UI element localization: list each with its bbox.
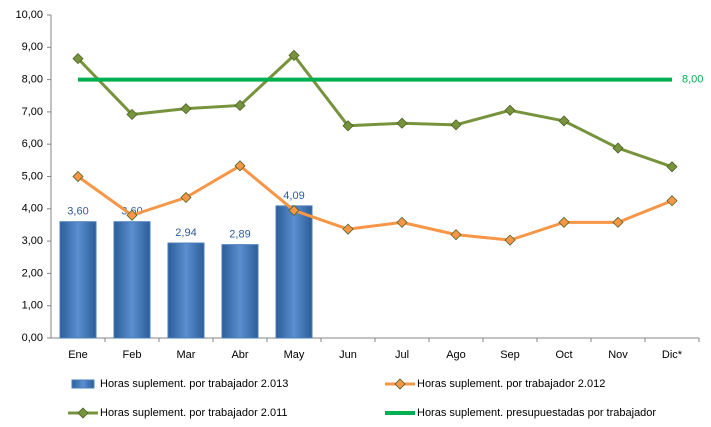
marker bbox=[612, 216, 624, 228]
marker bbox=[72, 170, 84, 183]
x-tick-label: May bbox=[284, 349, 305, 361]
marker bbox=[234, 160, 246, 172]
legend-label: Horas suplement. por trabajador 2.013 bbox=[100, 378, 288, 390]
marker bbox=[504, 104, 516, 116]
x-tick-label: Jul bbox=[395, 349, 409, 361]
legend-swatch bbox=[71, 379, 95, 389]
y-tick-label: 3,00 bbox=[22, 235, 43, 247]
marker bbox=[558, 115, 570, 127]
x-tick-label: Ene bbox=[68, 349, 88, 361]
marker bbox=[396, 117, 408, 129]
marker bbox=[450, 229, 462, 241]
x-tick-label: Oct bbox=[555, 349, 572, 361]
y-tick-label: 4,00 bbox=[22, 203, 43, 215]
y-tick-label: 1,00 bbox=[22, 300, 43, 312]
bar bbox=[113, 221, 151, 339]
marker bbox=[666, 161, 678, 173]
y-tick-label: 5,00 bbox=[22, 170, 43, 182]
bar bbox=[167, 242, 205, 339]
marker bbox=[612, 142, 624, 154]
x-tick-label: Abr bbox=[231, 349, 248, 361]
x-tick-label: Ago bbox=[446, 349, 466, 361]
bar bbox=[275, 205, 313, 339]
data-label: 2,89 bbox=[229, 229, 250, 241]
marker bbox=[288, 49, 300, 61]
bar bbox=[221, 244, 259, 339]
line bbox=[76, 53, 673, 169]
x-tick-label: Mar bbox=[177, 349, 196, 361]
x-tick-label: Nov bbox=[608, 349, 628, 361]
marker bbox=[126, 209, 138, 221]
marker bbox=[288, 204, 300, 216]
y-tick-label: 2,00 bbox=[22, 267, 43, 279]
marker bbox=[666, 195, 678, 207]
marker bbox=[342, 223, 354, 235]
x-tick-label: Jun bbox=[339, 349, 357, 361]
marker bbox=[72, 53, 84, 65]
legend-label: Horas suplement. presupuestadas por trab… bbox=[417, 407, 656, 419]
marker bbox=[342, 120, 354, 132]
marker bbox=[450, 119, 462, 131]
legend-label: Horas suplement. por trabajador 2.011 bbox=[100, 407, 288, 419]
marker bbox=[180, 103, 192, 115]
data-label: 4,09 bbox=[283, 190, 304, 202]
marker bbox=[558, 216, 570, 228]
y-tick-label: 6,00 bbox=[22, 138, 43, 150]
legend-label: Horas suplement. por trabajador 2.012 bbox=[417, 378, 605, 390]
x-tick-label: Sep bbox=[500, 349, 520, 361]
y-tick-label: 9,00 bbox=[22, 41, 43, 53]
y-tick-label: 7,00 bbox=[22, 106, 43, 118]
marker bbox=[396, 216, 408, 228]
data-label: 3,60 bbox=[67, 206, 88, 218]
marker bbox=[180, 191, 192, 204]
data-label: 2,94 bbox=[175, 227, 196, 239]
marker bbox=[234, 99, 246, 112]
line bbox=[77, 164, 673, 242]
marker bbox=[126, 108, 138, 121]
marker bbox=[504, 234, 516, 246]
y-tick-label: 0,00 bbox=[22, 332, 43, 344]
x-tick-label: Feb bbox=[123, 349, 142, 361]
legend-marker bbox=[77, 407, 89, 419]
data-label: 8,00 bbox=[682, 74, 703, 86]
y-tick-label: 10,00 bbox=[15, 9, 43, 21]
y-tick-label: 8,00 bbox=[22, 74, 43, 86]
bar bbox=[59, 221, 97, 339]
x-tick-label: Dic* bbox=[662, 349, 683, 361]
legend-marker bbox=[394, 378, 406, 390]
